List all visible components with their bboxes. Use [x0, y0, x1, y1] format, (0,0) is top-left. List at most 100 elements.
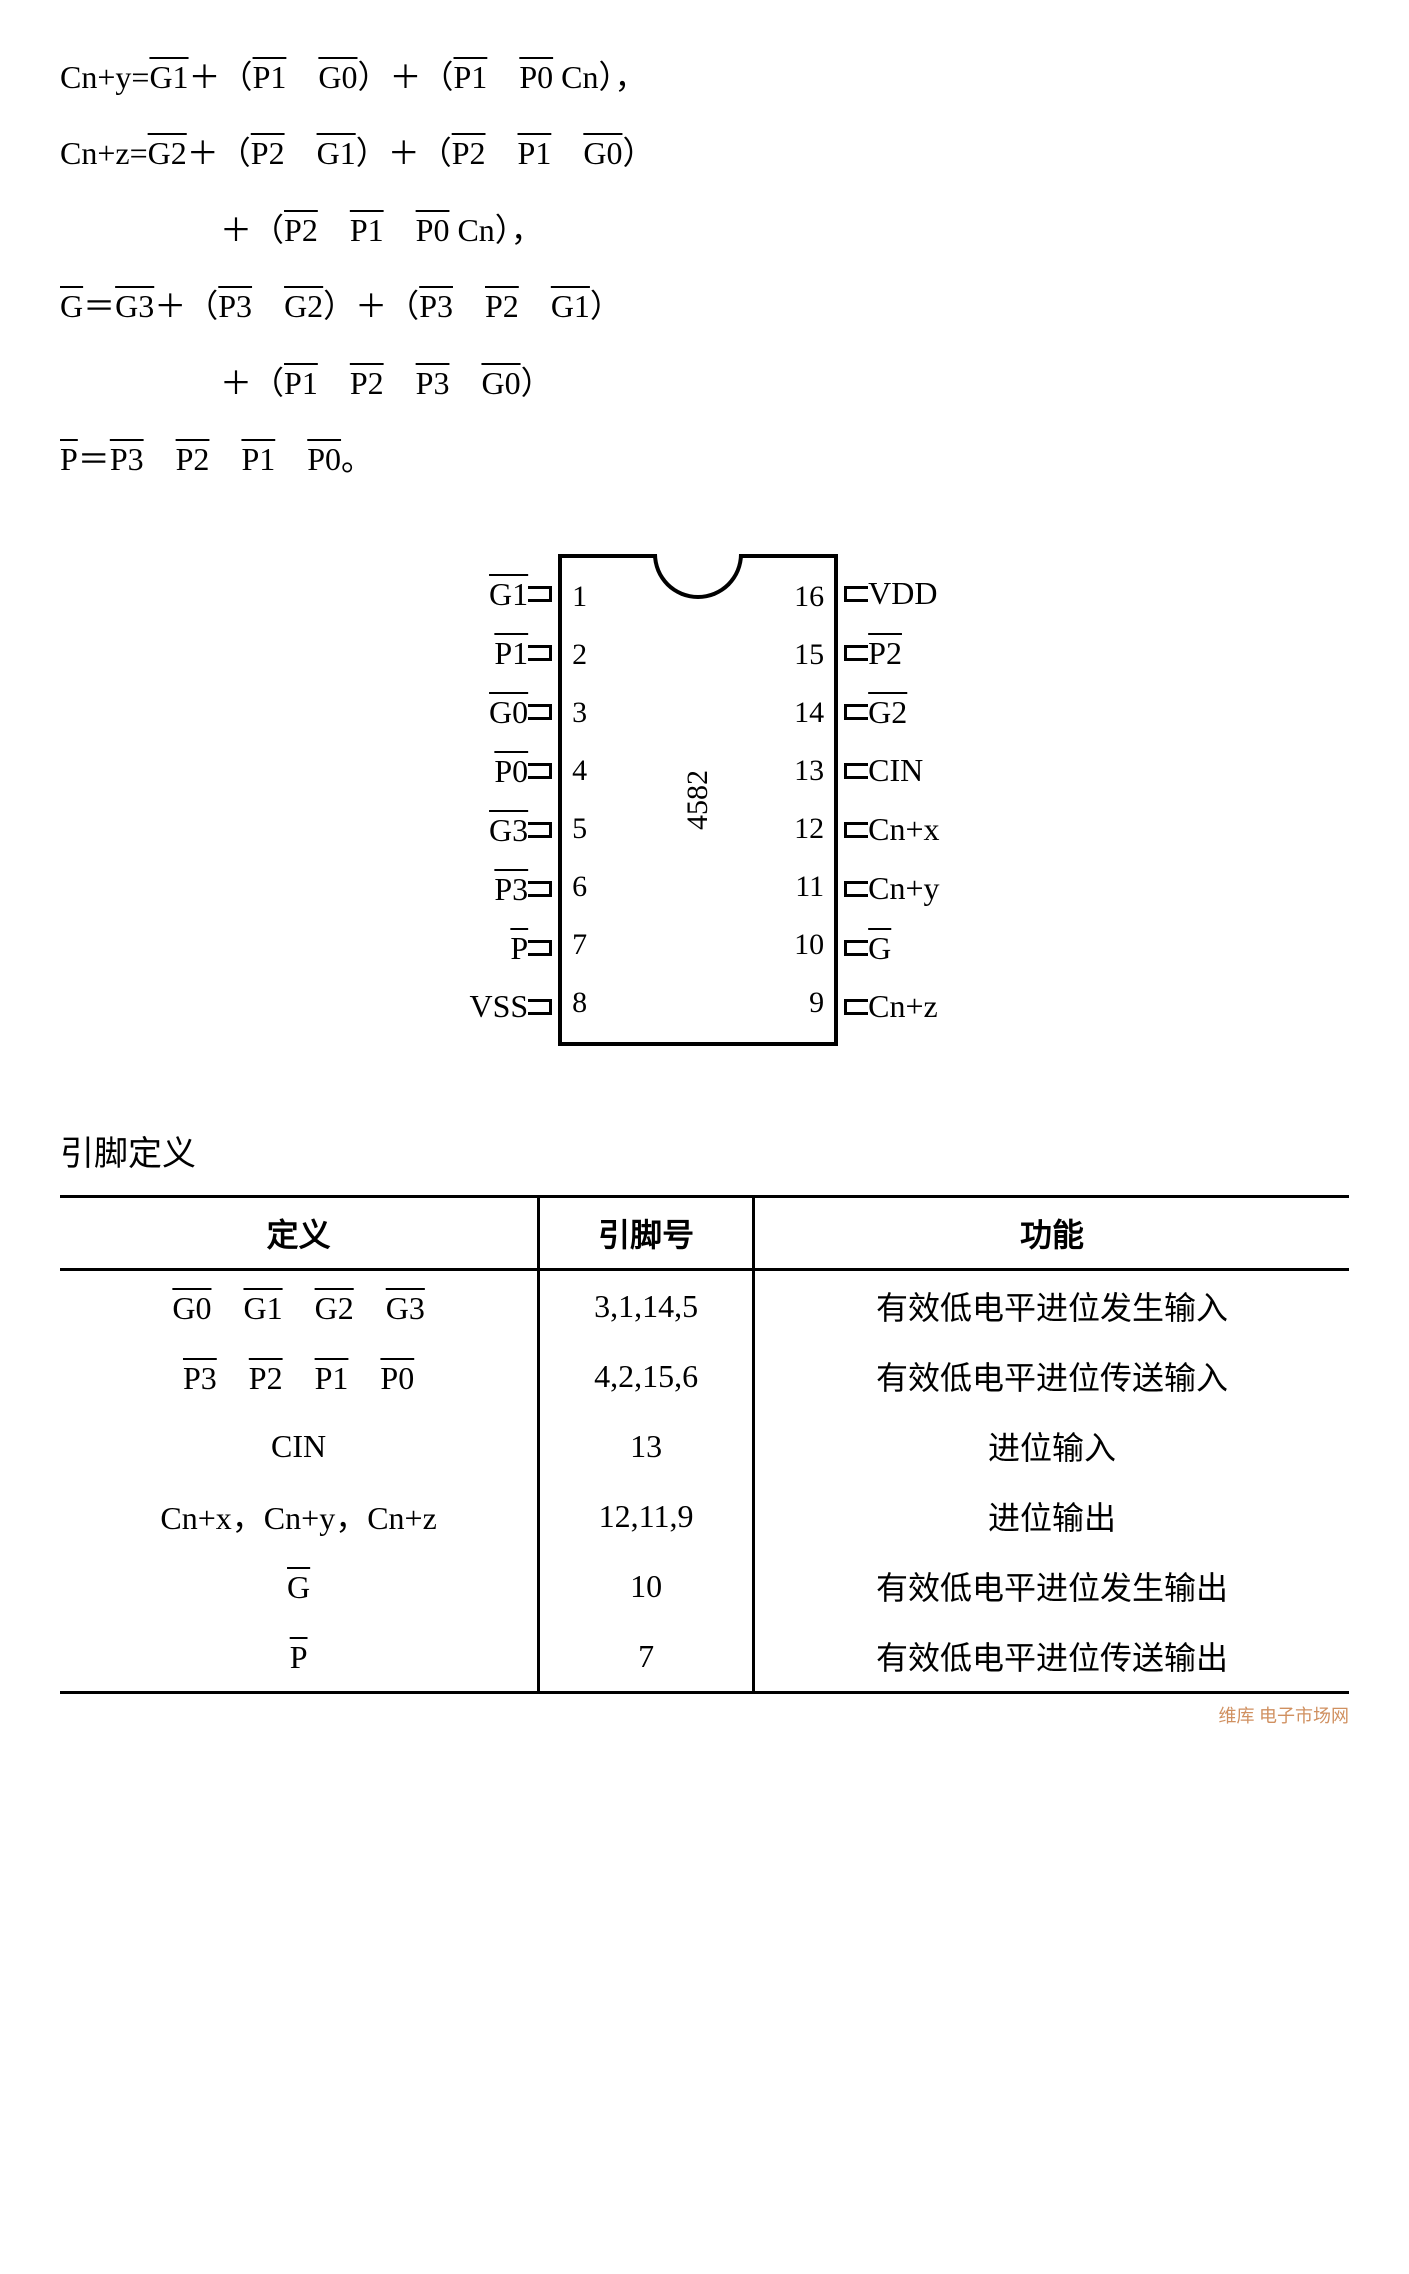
overline-term: G0 [583, 116, 622, 188]
cell-pin: 4,2,15,6 [539, 1341, 754, 1411]
overline-term: G0 [481, 346, 520, 418]
header-function: 功能 [753, 1197, 1349, 1270]
pin-lead-icon [844, 999, 868, 1015]
overline-term: P [60, 422, 78, 494]
pin-numbers-left: 12345678 [562, 558, 597, 1042]
chip-body: 12345678 4582 161514131211109 [558, 554, 838, 1046]
pin-lead-icon [528, 940, 552, 956]
pin-label: G3 [469, 801, 558, 859]
cell-definition: G [60, 1551, 539, 1621]
chip-name: 4582 [681, 770, 715, 830]
pin-definition-section: 引脚定义 定义 引脚号 功能 G0 G1 G2 G33,1,14,5有效低电平进… [60, 1126, 1349, 1728]
overline-term: P3 [218, 269, 252, 341]
overline-term: P0 [519, 40, 553, 112]
pin-number: 8 [572, 974, 587, 1032]
overline-term: G2 [148, 116, 187, 188]
pin-label: G1 [469, 565, 558, 623]
pin-lead-icon [528, 881, 552, 897]
overline-term: P0 [380, 1358, 414, 1397]
pin-lead-icon [528, 763, 552, 779]
pin-number: 13 [794, 742, 824, 800]
pin-label: P1 [469, 624, 558, 682]
pin-number: 3 [572, 684, 587, 742]
equation-line: ＋（P2 P1 P0 Cn）， [60, 193, 1349, 265]
pin-number: 6 [572, 858, 587, 916]
pin-lead-icon [528, 822, 552, 838]
overline-term: P0 [416, 193, 450, 265]
pin-label: VDD [838, 565, 939, 623]
pin-definition-table: 定义 引脚号 功能 G0 G1 G2 G33,1,14,5有效低电平进位发生输入… [60, 1195, 1349, 1694]
overline-term: G2 [284, 269, 323, 341]
cell-pin: 10 [539, 1551, 754, 1621]
overline-term: G3 [386, 1288, 425, 1327]
overline-term: G1 [551, 269, 590, 341]
cell-function: 有效低电平进位发生输入 [753, 1270, 1349, 1342]
pin-number: 15 [794, 626, 824, 684]
overline-term: P2 [249, 1358, 283, 1397]
pin-label: G [838, 919, 939, 977]
overline-term: P1 [518, 116, 552, 188]
table-row: G0 G1 G2 G33,1,14,5有效低电平进位发生输入 [60, 1270, 1349, 1342]
pin-lead-icon [844, 881, 868, 897]
chip-diagram-section: G1P1G0P0G3P3PVSS 12345678 4582 161514131… [60, 554, 1349, 1046]
overline-term: P3 [183, 1358, 217, 1397]
pin-number: 1 [572, 568, 587, 626]
overline-term: P2 [452, 116, 486, 188]
pin-lead-icon [844, 586, 868, 602]
overline-term: P2 [485, 269, 519, 341]
overline-term: G [60, 269, 83, 341]
header-definition: 定义 [60, 1197, 539, 1270]
overline-term: P1 [284, 346, 318, 418]
overline-term: P3 [419, 269, 453, 341]
pin-label: P3 [469, 860, 558, 918]
overline-term: P2 [251, 116, 285, 188]
overline-term: P0 [307, 422, 341, 494]
pin-label: G0 [469, 683, 558, 741]
cell-pin: 7 [539, 1621, 754, 1693]
pin-number: 4 [572, 742, 587, 800]
overline-term: P1 [454, 40, 488, 112]
chip-wrapper: G1P1G0P0G3P3PVSS 12345678 4582 161514131… [469, 554, 939, 1046]
table-row: Cn+x，Cn+y，Cn+z12,11,9进位输出 [60, 1481, 1349, 1551]
pin-labels-left: G1P1G0P0G3P3PVSS [469, 554, 558, 1046]
cell-function: 有效低电平进位传送输出 [753, 1621, 1349, 1693]
cell-definition: Cn+x，Cn+y，Cn+z [60, 1481, 539, 1551]
table-row: CIN13进位输入 [60, 1411, 1349, 1481]
overline-term: P [290, 1637, 308, 1676]
header-pin: 引脚号 [539, 1197, 754, 1270]
overline-term: G2 [315, 1288, 354, 1327]
pin-number: 2 [572, 626, 587, 684]
pin-label: G2 [838, 683, 939, 741]
cell-definition: CIN [60, 1411, 539, 1481]
pin-number: 7 [572, 916, 587, 974]
cell-definition: P [60, 1621, 539, 1693]
pin-numbers-right: 161514131211109 [784, 558, 834, 1042]
pin-lead-icon [528, 645, 552, 661]
pin-number: 10 [794, 916, 824, 974]
cell-definition: G0 G1 G2 G3 [60, 1270, 539, 1342]
watermark: 维库 电子市场网 [60, 1702, 1349, 1728]
cell-definition: P3 P2 P1 P0 [60, 1341, 539, 1411]
pin-number: 9 [794, 974, 824, 1032]
cell-pin: 12,11,9 [539, 1481, 754, 1551]
overline-term: G0 [172, 1288, 211, 1327]
cell-function: 有效低电平进位发生输出 [753, 1551, 1349, 1621]
cell-function: 有效低电平进位传送输入 [753, 1341, 1349, 1411]
overline-term: P1 [241, 422, 275, 494]
pin-label: Cn+z [838, 978, 939, 1036]
overline-term: P2 [284, 193, 318, 265]
pin-lead-icon [528, 586, 552, 602]
pin-number: 14 [794, 684, 824, 742]
overline-term: G [287, 1567, 310, 1606]
pin-lead-icon [844, 940, 868, 956]
pin-number: 11 [794, 858, 824, 916]
pin-label: CIN [838, 742, 939, 800]
table-header-row: 定义 引脚号 功能 [60, 1197, 1349, 1270]
pin-label: VSS [469, 978, 558, 1036]
pin-lead-icon [844, 645, 868, 661]
overline-term: G1 [149, 40, 188, 112]
pin-lead-icon [844, 822, 868, 838]
overline-term: G0 [318, 40, 357, 112]
overline-term: P2 [350, 346, 384, 418]
cell-function: 进位输出 [753, 1481, 1349, 1551]
